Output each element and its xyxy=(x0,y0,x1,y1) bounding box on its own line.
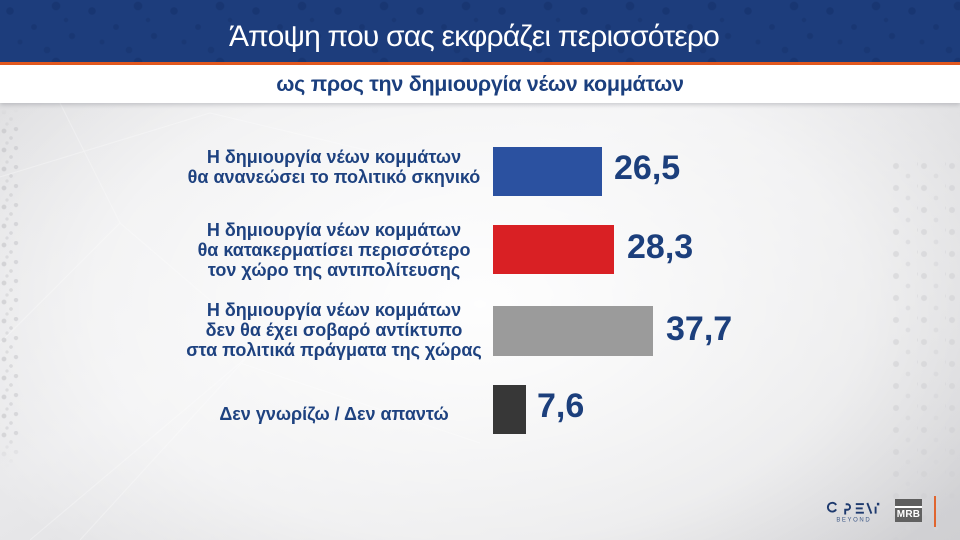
svg-text:BEYOND: BEYOND xyxy=(836,518,871,524)
